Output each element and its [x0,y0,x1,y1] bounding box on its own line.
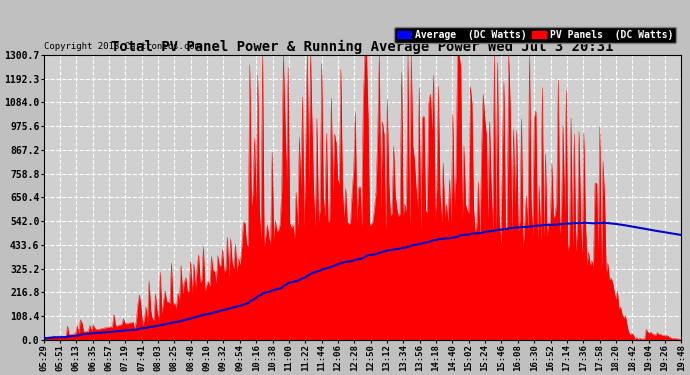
Legend: Average  (DC Watts), PV Panels  (DC Watts): Average (DC Watts), PV Panels (DC Watts) [394,27,676,43]
Title: Total PV Panel Power & Running Average Power Wed Jul 3 20:31: Total PV Panel Power & Running Average P… [111,40,613,54]
Text: Copyright 2013 Cartronics.com: Copyright 2013 Cartronics.com [43,42,199,51]
